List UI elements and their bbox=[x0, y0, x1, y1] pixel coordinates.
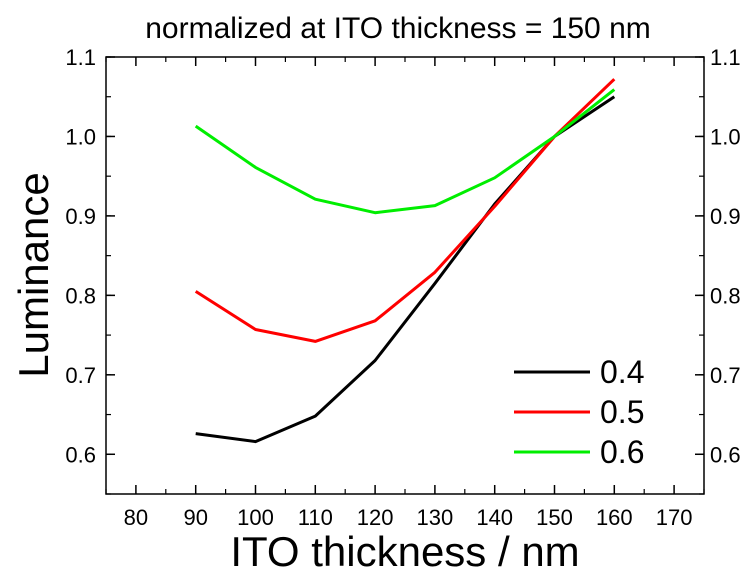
series-lines bbox=[194, 78, 616, 444]
legend: 0.4 0.5 0.6 bbox=[514, 354, 644, 470]
chart-title: normalized at ITO thickness = 150 nm bbox=[145, 12, 651, 45]
x-tick-label: 170 bbox=[656, 505, 693, 530]
legend-label-0-6: 0.6 bbox=[600, 434, 644, 470]
x-tick-label: 140 bbox=[476, 505, 513, 530]
x-tick-label: 160 bbox=[596, 505, 633, 530]
x-axis-label: ITO thickness / nm bbox=[230, 528, 579, 575]
y-tick-label-right: 0.8 bbox=[710, 283, 741, 308]
y-tick-label-left: 0.7 bbox=[65, 363, 96, 388]
legend-label-0-5: 0.5 bbox=[600, 394, 644, 430]
y-tick-label-left: 1.0 bbox=[65, 124, 96, 149]
y-tick-label-left: 0.6 bbox=[65, 442, 96, 467]
y-tick-label-right: 0.7 bbox=[710, 363, 741, 388]
x-tick-label: 90 bbox=[183, 505, 207, 530]
y-tick-label-left: 0.8 bbox=[65, 283, 96, 308]
y-tick-label-left: 0.9 bbox=[65, 204, 96, 229]
y-tick-label-right: 1.1 bbox=[710, 45, 741, 70]
y-tick-label-right: 1.0 bbox=[710, 124, 741, 149]
x-tick-label: 130 bbox=[417, 505, 454, 530]
x-tick-label: 80 bbox=[124, 505, 148, 530]
series-line-0-6 bbox=[194, 88, 616, 215]
series-line-0-4 bbox=[195, 95, 616, 444]
y-tick-label-right: 0.6 bbox=[710, 442, 741, 467]
x-tick-label: 110 bbox=[298, 505, 333, 530]
y-tick-labels-left: 0.6 0.7 0.8 0.9 1.0 1.1 bbox=[65, 45, 96, 467]
axis-ticks bbox=[105, 56, 705, 495]
x-tick-label: 120 bbox=[357, 505, 394, 530]
legend-label-0-4: 0.4 bbox=[600, 354, 644, 390]
x-tick-label: 100 bbox=[237, 505, 274, 530]
y-tick-labels-right: 0.6 0.7 0.8 0.9 1.0 1.1 bbox=[710, 45, 741, 467]
y-axis-label: Luminance bbox=[10, 172, 57, 377]
y-tick-label-left: 1.1 bbox=[65, 45, 96, 70]
x-tick-label: 150 bbox=[536, 505, 573, 530]
series-line-0-5 bbox=[194, 78, 616, 343]
x-tick-labels: 80 90 100 110 120 130 140 150 160 170 bbox=[124, 505, 693, 530]
y-tick-label-right: 0.9 bbox=[710, 204, 741, 229]
